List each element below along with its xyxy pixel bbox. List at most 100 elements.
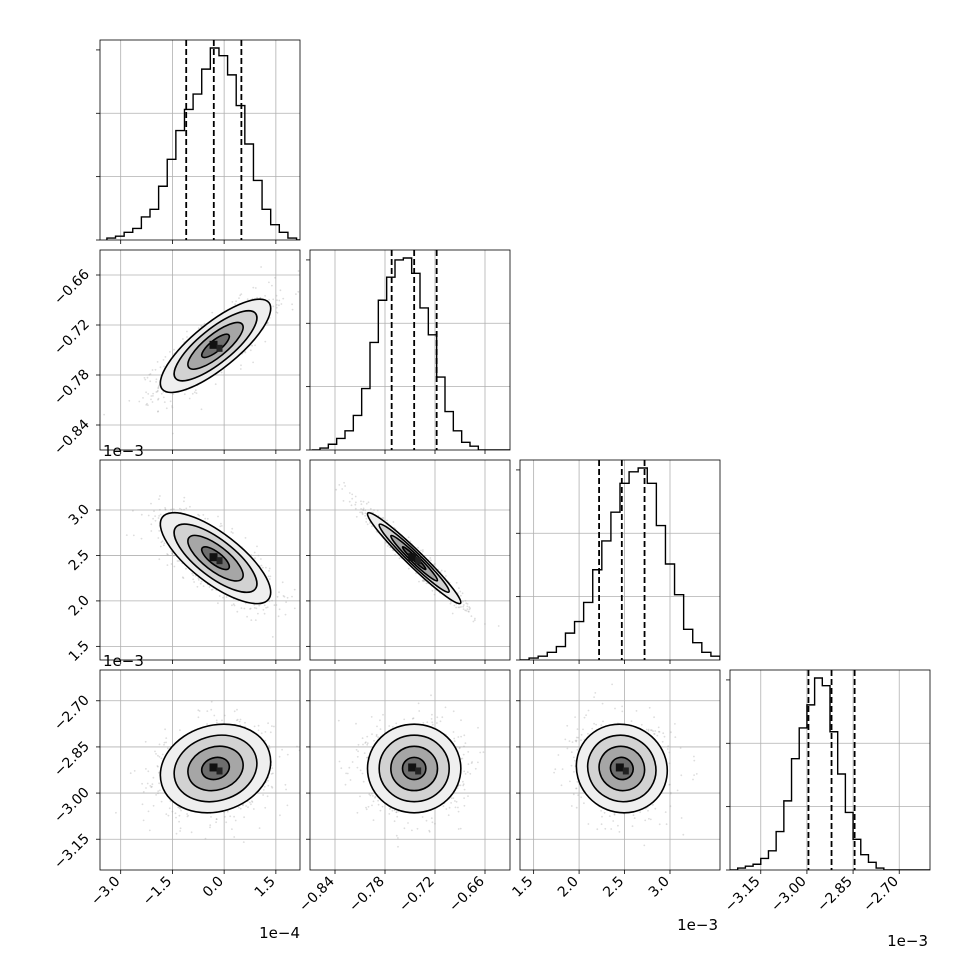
sample-point [157,537,160,539]
corr-panel [99,669,301,871]
sample-point [244,602,247,605]
sample-point [362,508,364,511]
sample-point [422,579,424,582]
sample-point [172,508,175,510]
sample-point [159,789,161,792]
sample-point [225,596,228,598]
sample-point [271,725,273,727]
sample-point [455,606,457,609]
sample-point [145,768,147,770]
contour-line [378,523,450,594]
sample-point [156,389,159,392]
sample-point [160,392,163,395]
sample-point [155,391,158,393]
sample-point [460,719,462,722]
sample-point [343,481,345,484]
sample-point [141,782,144,785]
sample-point [162,396,165,399]
sample-point [451,612,454,615]
sample-point [195,392,198,395]
sample-point [155,794,158,796]
sample-point [149,785,152,787]
sample-point [283,595,286,598]
sample-point [142,397,144,399]
sample-point [267,322,269,324]
sample-point [183,508,186,511]
contour-line [173,310,258,382]
sample-point [233,815,236,818]
sample-point [239,807,242,810]
sample-point [281,748,283,751]
sample-point [440,569,443,572]
sample-point [344,485,346,487]
sample-point [254,287,257,289]
sample-point [273,725,275,728]
sample-point [194,389,197,392]
sample-point [293,588,296,591]
sample-point [203,322,206,325]
sample-point [418,710,421,712]
sample-point [434,822,436,825]
sample-point [303,605,305,607]
sample-point [191,392,194,395]
sample-point [141,803,144,806]
sample-point [262,608,265,611]
sample-point [146,782,149,785]
sample-point [393,820,396,823]
sample-point [152,804,155,807]
sample-point [256,296,258,299]
sample-point [171,406,174,409]
sample-point [389,546,392,549]
sample-point [138,400,141,403]
sample-point [179,807,182,810]
sample-point [366,742,369,745]
sample-point [268,747,271,750]
sample-point [439,720,442,723]
sample-point [460,606,462,608]
sample-point [140,537,143,540]
sample-point [284,613,287,616]
sample-point [242,841,245,843]
contour-line [159,298,272,394]
sample-point [263,612,266,615]
sample-point [338,760,341,763]
sample-point [388,808,391,810]
sample-point [258,604,261,607]
sample-point [154,519,157,522]
sample-point [238,720,241,723]
sample-point [354,507,357,510]
sample-point [364,509,367,512]
sample-point [469,607,471,610]
sample-point [350,504,353,507]
sample-point [450,797,453,799]
sample-point [255,607,258,610]
sample-point [267,722,269,725]
sample-point [260,558,262,560]
sample-point [182,338,184,340]
sample-point [157,517,160,519]
sample-point [199,582,202,585]
sample-point [210,708,213,711]
sample-point [150,398,152,401]
sample-point [420,549,422,552]
sample-point [151,401,154,403]
sample-point [190,831,193,834]
sample-point [193,391,196,394]
sample-point [246,298,249,300]
sample-point [162,544,165,547]
sample-point [463,745,465,748]
sample-point [264,295,266,297]
sample-point [340,767,343,770]
sample-point [133,770,136,772]
sample-point [232,603,235,606]
sample-point [253,725,256,728]
panel-frame [99,459,301,661]
sample-point [279,814,281,817]
sample-point [249,607,252,610]
sample-point [392,521,395,523]
sample-point [403,718,406,721]
sample-point [455,581,458,584]
sample-point [202,514,205,516]
sample-point [275,604,278,606]
sample-point [149,373,152,375]
